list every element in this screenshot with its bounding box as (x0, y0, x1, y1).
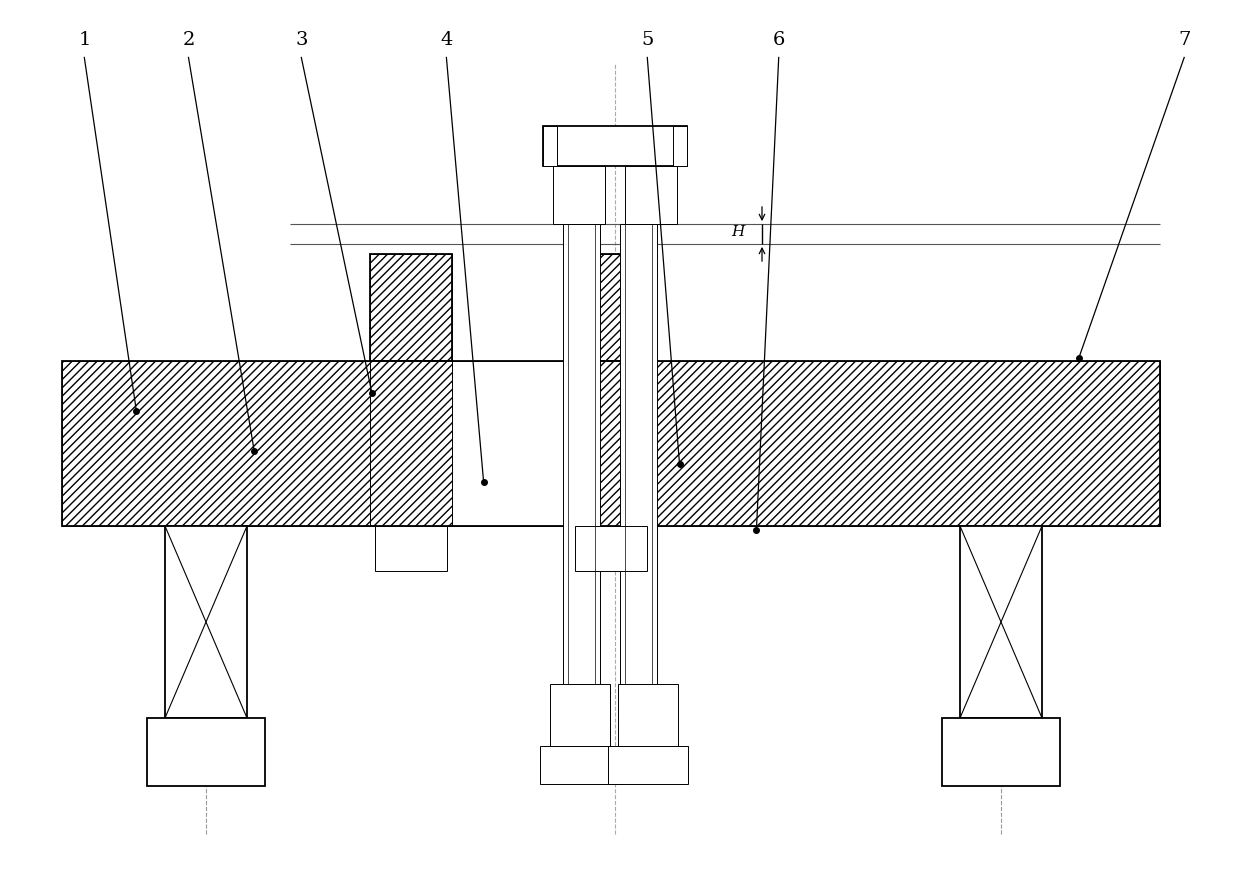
Bar (570, 254, 652, 361)
Bar (608, 746, 688, 784)
Bar (618, 684, 678, 746)
Bar (942, 718, 1060, 786)
Text: 3: 3 (295, 32, 308, 50)
Bar (453, 361, 570, 526)
Bar (652, 361, 1159, 526)
Text: 5: 5 (641, 32, 653, 50)
Bar (165, 526, 247, 718)
Bar (551, 684, 610, 746)
Bar (370, 254, 453, 361)
Text: 7: 7 (1178, 32, 1190, 50)
Bar (570, 254, 652, 361)
Text: 1: 1 (78, 32, 91, 50)
Bar (148, 718, 265, 786)
Bar (539, 746, 620, 784)
Bar (370, 361, 453, 526)
Bar (575, 526, 647, 571)
Bar (62, 361, 1159, 526)
Bar (960, 526, 1042, 718)
Bar (553, 166, 605, 224)
Text: 4: 4 (440, 32, 453, 50)
Bar (370, 254, 453, 361)
Text: H: H (730, 225, 744, 239)
Bar (374, 526, 446, 571)
Bar (570, 361, 652, 526)
Bar (543, 126, 557, 166)
Bar (620, 224, 657, 684)
Bar (62, 361, 370, 526)
Bar (673, 126, 687, 166)
Text: 2: 2 (182, 32, 195, 50)
Bar (543, 126, 687, 166)
Text: 6: 6 (773, 32, 785, 50)
Bar (563, 224, 600, 684)
Bar (625, 166, 677, 224)
